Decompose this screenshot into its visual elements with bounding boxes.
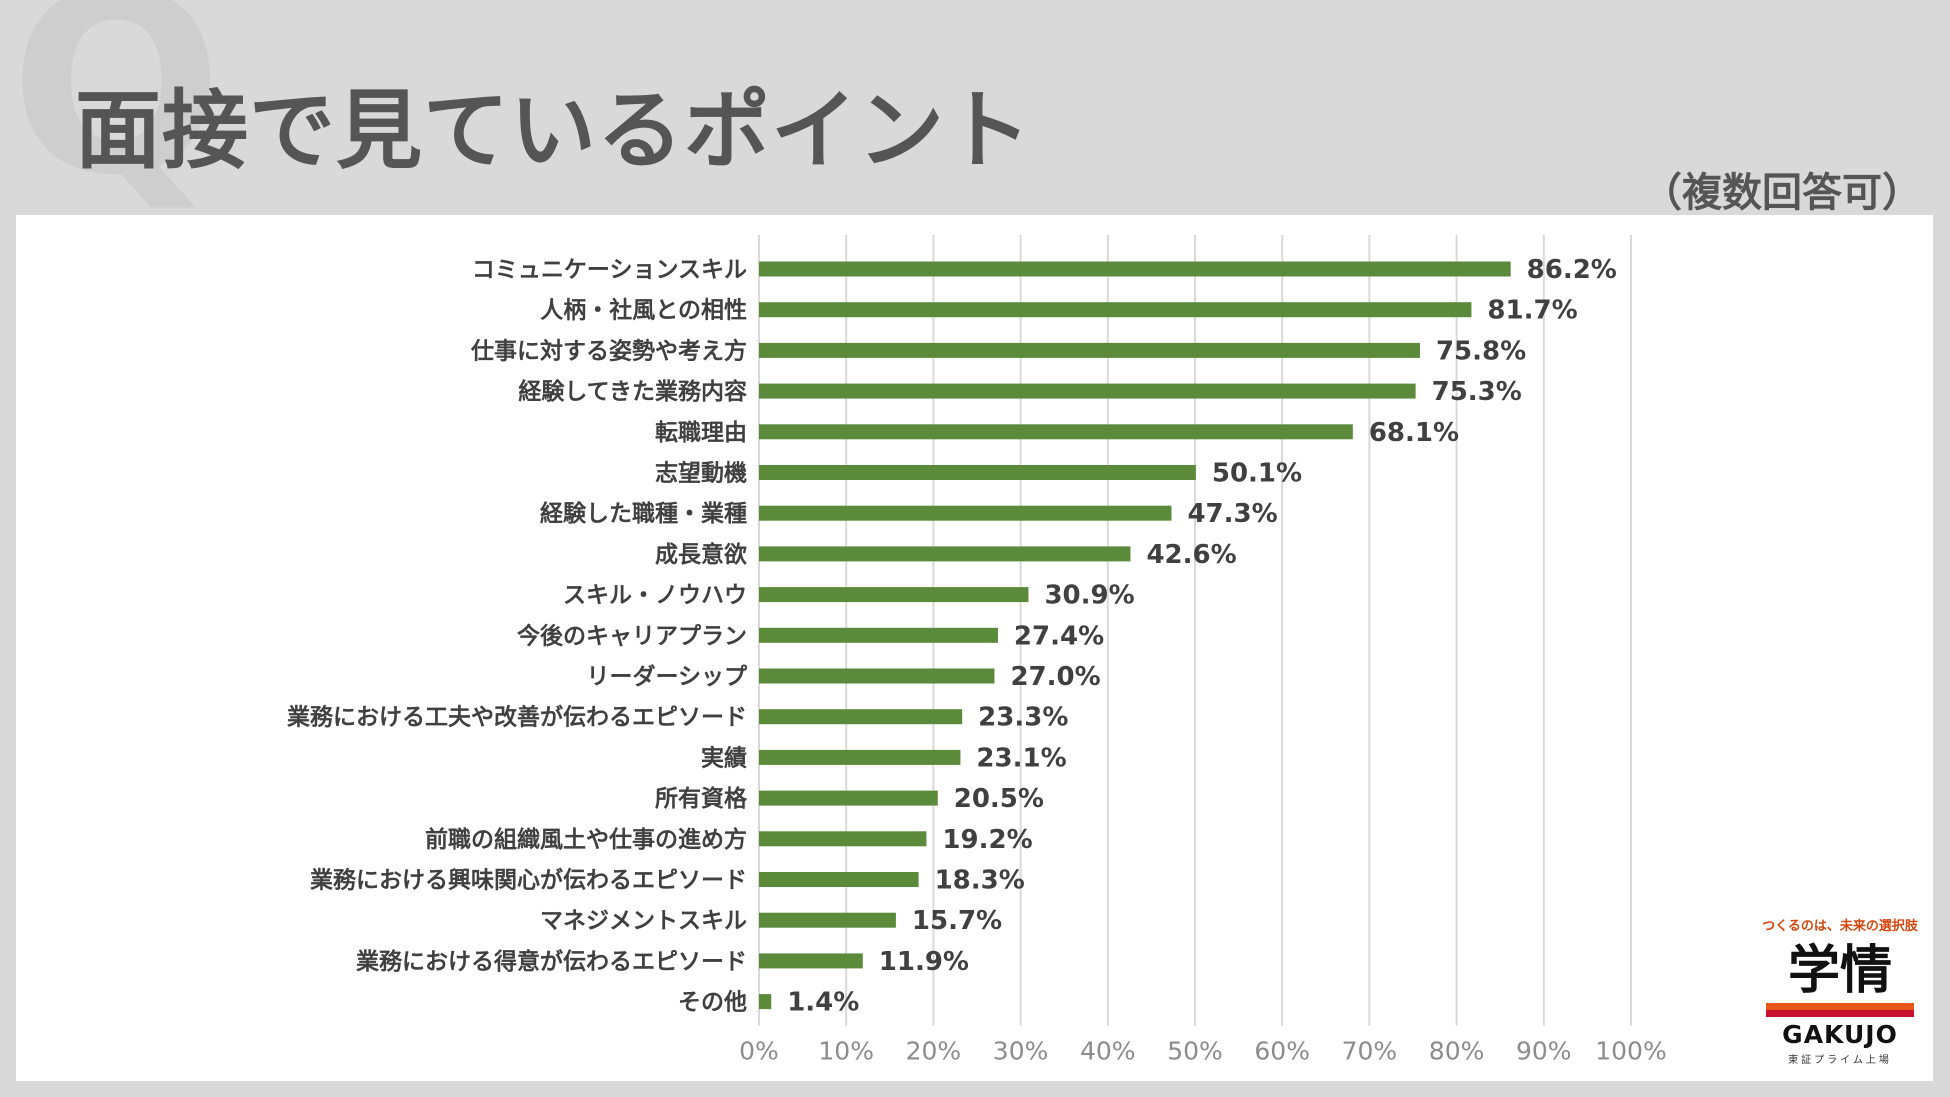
x-tick-label: 50% <box>1167 1037 1223 1066</box>
data-label: 50.1% <box>1212 459 1302 489</box>
category-label: 志望動機 <box>655 461 747 487</box>
bar <box>759 302 1472 318</box>
x-tick-label: 70% <box>1342 1037 1398 1066</box>
bar <box>759 790 938 806</box>
bar <box>759 831 927 847</box>
bar <box>759 465 1196 480</box>
category-label: 成長意欲 <box>655 541 747 568</box>
category-label: その他 <box>678 990 747 1016</box>
data-label: 11.9% <box>879 947 969 977</box>
category-label: スキル・ノウハウ <box>563 583 747 609</box>
x-tick-label: 20% <box>906 1037 962 1066</box>
logo-tagline: つくるのは、未来の選択肢 <box>1762 919 1918 934</box>
x-tick-label: 0% <box>739 1037 779 1066</box>
category-label: 業務における得意が伝わるエピソード <box>355 948 747 975</box>
bar <box>759 546 1131 562</box>
bar <box>759 709 963 725</box>
logo-color-bar <box>1766 1002 1914 1017</box>
bar <box>759 953 863 969</box>
logo-kanji: 学情 <box>1787 941 1892 1001</box>
bar <box>759 587 1029 603</box>
q-mark-decoration: Q <box>10 0 223 230</box>
logo-name: GAKUJO <box>1782 1019 1898 1049</box>
bar-chart: 0% 10% 20% 30% 40% 50% 60% 70% 80% 90% 100% コミュニケーシ… <box>286 235 1667 1066</box>
bar <box>759 912 896 928</box>
data-label: 30.9% <box>1044 581 1134 611</box>
category-label: 業務における工夫や改善が伝わるエピソード <box>286 704 747 731</box>
category-label: 実績 <box>701 744 747 771</box>
bar <box>759 627 998 643</box>
category-label: 転職理由 <box>655 419 747 446</box>
x-tick-label: 10% <box>818 1037 874 1066</box>
x-tick-label: 40% <box>1080 1037 1136 1066</box>
logo-sub: 東証プライム上場 <box>1788 1054 1892 1066</box>
bar <box>759 261 1511 277</box>
data-label: 1.4% <box>787 988 859 1018</box>
data-label: 68.1% <box>1369 418 1459 448</box>
bar <box>759 383 1416 399</box>
data-label: 75.3% <box>1432 377 1522 407</box>
category-label: 前職の組織風土や仕事の進め方 <box>425 826 747 853</box>
category-label: 仕事に対する姿勢や考え方 <box>470 337 747 364</box>
page-subtitle: （複数回答可） <box>1642 170 1922 216</box>
category-label: リーダーシップ <box>586 663 748 690</box>
bar <box>759 749 961 765</box>
data-label: 42.6% <box>1146 540 1236 570</box>
category-label: 所有資格 <box>655 785 748 812</box>
chart-panel: 0% 10% 20% 30% 40% 50% 60% 70% 80% 90% 100% コミュニケーシ… <box>16 215 1933 1081</box>
bar <box>759 668 995 684</box>
data-label: 75.8% <box>1436 336 1526 366</box>
data-label: 23.1% <box>976 743 1066 773</box>
bar <box>759 342 1420 358</box>
x-tick-label: 100% <box>1595 1037 1666 1066</box>
data-label: 18.3% <box>935 866 1025 896</box>
category-label: 人柄・社風との相性 <box>540 297 747 324</box>
bar <box>759 872 919 887</box>
bar <box>759 424 1353 440</box>
data-label: 19.2% <box>942 825 1032 855</box>
category-label: 今後のキャリアプラン <box>517 622 747 649</box>
x-tick-label: 60% <box>1254 1037 1310 1066</box>
bar <box>759 505 1172 521</box>
data-label: 81.7% <box>1487 296 1577 326</box>
data-label: 86.2% <box>1527 255 1617 285</box>
data-label: 27.4% <box>1014 621 1104 651</box>
x-tick-label: 30% <box>993 1037 1049 1066</box>
page-title: 面接で見ているポイント <box>75 81 1032 181</box>
category-label: 業務における興味関心が伝わるエピソード <box>309 867 747 894</box>
category-label: 経験してきた業務内容 <box>518 378 747 405</box>
data-label: 15.7% <box>912 906 1002 936</box>
bar <box>759 994 772 1010</box>
category-label: 経験した職種・業種 <box>540 500 747 527</box>
data-label: 27.0% <box>1010 662 1100 692</box>
x-tick-label: 90% <box>1516 1037 1572 1066</box>
x-tick-label: 80% <box>1429 1037 1485 1066</box>
gakujo-logo: つくるのは、未来の選択肢 学情 GAKUJO 東証プライム上場 <box>1760 915 1920 1066</box>
category-label: マネジメントスキル <box>540 908 747 934</box>
category-label: コミュニケーションスキル <box>472 257 747 283</box>
data-label: 47.3% <box>1187 499 1277 529</box>
data-label: 23.3% <box>978 703 1068 733</box>
data-label: 20.5% <box>954 784 1044 814</box>
